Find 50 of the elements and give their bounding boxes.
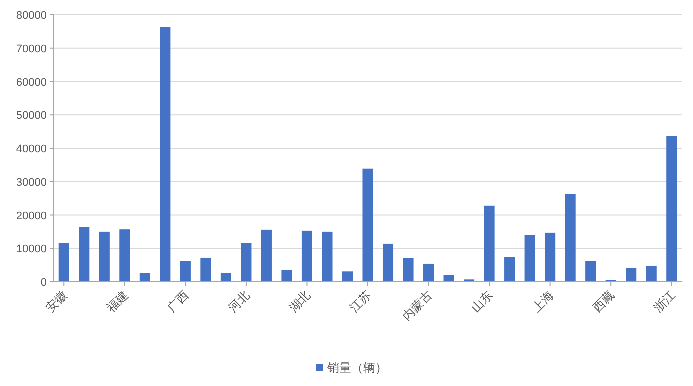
bar: [504, 257, 516, 282]
y-tick-label: 30000: [16, 176, 47, 189]
y-tick-label: 70000: [16, 43, 47, 56]
y-tick-label: 0: [40, 277, 47, 289]
bar: [626, 268, 637, 282]
bar: [545, 232, 556, 282]
bar: [322, 232, 333, 282]
bar: [99, 232, 110, 282]
bar: [140, 273, 150, 282]
bar: [403, 258, 414, 282]
x-tick-label: 内蒙古: [400, 288, 435, 324]
y-tick-label: 40000: [16, 144, 47, 156]
x-tick-label: 西藏: [590, 288, 618, 316]
bar: [666, 136, 678, 282]
bar: [282, 270, 292, 282]
x-tick-label: 湖北: [286, 288, 314, 316]
bar: [180, 261, 191, 282]
x-tick-label: 上海: [530, 288, 556, 316]
bar: [484, 206, 495, 282]
bar: [424, 264, 434, 282]
legend: 销量（辆）: [316, 361, 388, 375]
x-tick-label: 浙江: [651, 288, 678, 316]
y-tick-label: 10000: [16, 244, 47, 256]
x-tick-label: 福建: [104, 288, 132, 316]
bar: [444, 274, 454, 282]
bar: [362, 168, 374, 282]
bar: [302, 230, 312, 282]
bar: [382, 244, 394, 282]
bar: [200, 258, 212, 282]
bar: [79, 227, 90, 282]
x-tick-label: 安徽: [43, 288, 70, 316]
y-tick-label: 80000: [16, 10, 47, 22]
bar: [220, 273, 232, 282]
x-tick-label: 江苏: [347, 288, 374, 316]
bar: [120, 230, 130, 282]
x-tick-label: 广西: [164, 288, 192, 316]
bar: [524, 235, 536, 282]
bar: [58, 243, 70, 282]
y-tick-label: 20000: [16, 210, 47, 222]
x-tick-label: 山东: [468, 288, 496, 316]
bar: [160, 27, 171, 282]
y-tick-label: 60000: [16, 76, 47, 89]
y-tick-label: 50000: [16, 110, 47, 122]
bar: [565, 194, 576, 282]
bar: [586, 261, 596, 282]
bar: [646, 266, 657, 282]
bar: [261, 230, 272, 282]
bar: [342, 272, 354, 282]
x-tick-label: 河北: [226, 288, 253, 316]
bar: [241, 243, 252, 282]
